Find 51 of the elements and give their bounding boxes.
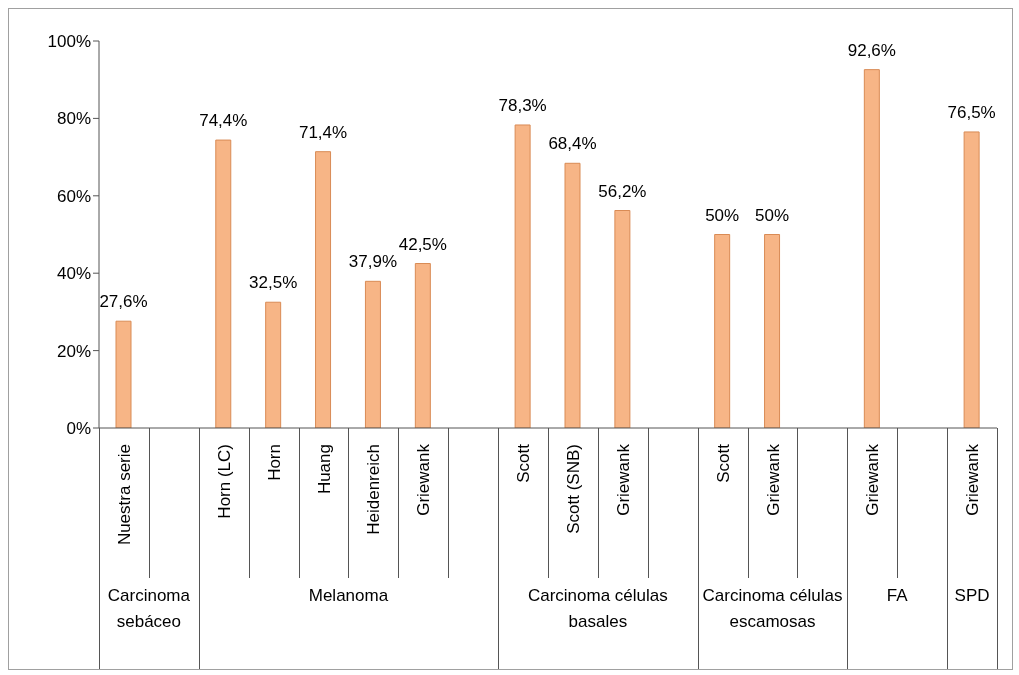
data-label: 56,2% xyxy=(598,181,647,201)
y-tick-label: 60% xyxy=(56,186,91,206)
text: SPD xyxy=(953,585,991,607)
x-tick-label: Griewank xyxy=(613,443,633,516)
bar xyxy=(714,234,731,428)
data-label: 76,5% xyxy=(947,102,996,122)
data-label: 32,5% xyxy=(249,273,298,293)
data-label: 27,6% xyxy=(99,292,148,312)
text: FA xyxy=(885,585,909,607)
x-tick-label: Huang xyxy=(314,444,334,495)
data-label: 78,3% xyxy=(498,95,547,115)
bar xyxy=(764,234,781,428)
bar xyxy=(265,301,282,428)
y-tick-label: 20% xyxy=(56,341,91,361)
text: Carcinoma células basales xyxy=(526,585,669,633)
x-tick-label: Scott xyxy=(514,443,534,483)
data-label: 74,4% xyxy=(199,111,248,131)
text: Melanoma xyxy=(307,585,390,607)
x-tick-label: Horn xyxy=(264,444,284,481)
data-label: 50% xyxy=(705,205,740,225)
bar xyxy=(514,124,531,428)
data-label: 50% xyxy=(755,205,790,225)
data-label: 71,4% xyxy=(298,122,348,142)
text: Carcinoma sebáceo xyxy=(106,585,191,633)
x-tick-label: Griewank xyxy=(863,443,883,516)
x-tick-label: Scott xyxy=(713,443,733,483)
bar xyxy=(215,139,232,428)
y-tick-label: 100% xyxy=(47,32,91,52)
data-label: 42,5% xyxy=(398,234,447,254)
bar xyxy=(963,131,980,428)
data-label: 68,4% xyxy=(548,134,597,154)
x-tick-label: Griewank xyxy=(963,443,983,516)
x-tick-label: Griewank xyxy=(414,443,434,516)
bar xyxy=(414,263,431,428)
x-tick-label: Griewank xyxy=(763,443,783,516)
bar xyxy=(315,151,332,428)
x-tick-label: Nuestra serie xyxy=(114,444,134,546)
bar xyxy=(614,210,631,428)
y-tick-label: 0% xyxy=(66,419,91,439)
data-label: 37,9% xyxy=(348,252,398,272)
bar xyxy=(564,162,581,428)
bar xyxy=(115,320,132,428)
y-tick-label: 80% xyxy=(56,109,91,129)
x-tick-label: Scott (SNB) xyxy=(563,444,583,534)
x-tick-label: Horn (LC) xyxy=(214,444,234,519)
bar xyxy=(364,280,381,428)
x-tick-label: Heidenreich xyxy=(364,444,384,535)
text: Carcinoma células escamosas xyxy=(701,585,844,633)
bar xyxy=(863,69,880,428)
data-label: 92,6% xyxy=(847,40,896,60)
y-tick-label: 40% xyxy=(56,264,91,284)
